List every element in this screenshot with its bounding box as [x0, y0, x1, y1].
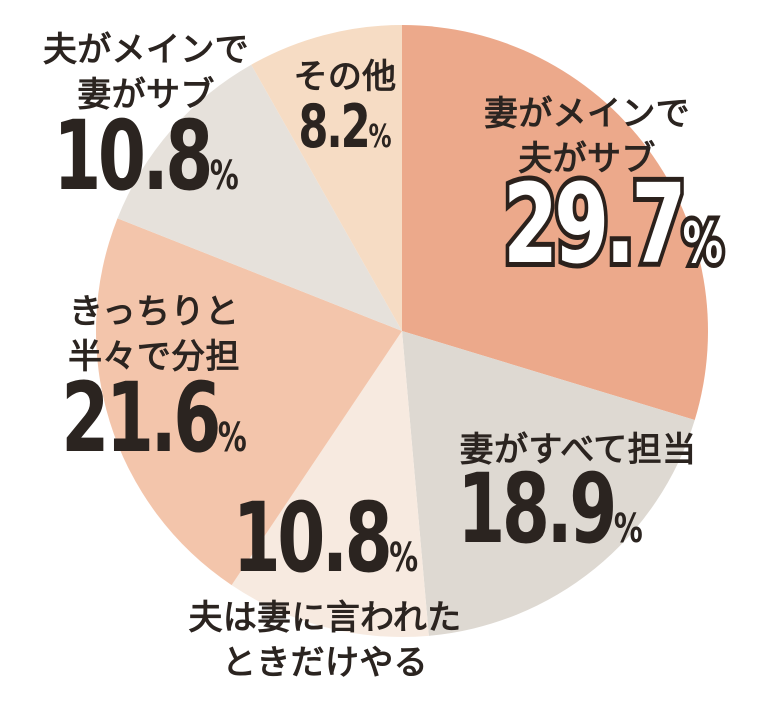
slice-label-text: 妻がサブ — [77, 75, 215, 115]
pie-slice-5 — [251, 25, 402, 331]
pie-slice-1 — [402, 331, 695, 636]
pie-slice-4 — [117, 64, 403, 331]
slice-label-husband-main: 夫がメインで 妻がサブ 10.8% — [17, 28, 275, 224]
pie-slice-0 — [402, 25, 708, 421]
slice-value: 18.9% — [457, 453, 643, 565]
slice-value: 8.2% — [298, 92, 392, 162]
slice-label-wife-main: 妻がメインで 夫がサブ 29.7% 29.7% — [434, 92, 740, 300]
slice-label-fifty-fifty: きっちりと 半々で分担 21.6% — [25, 290, 283, 486]
slice-label-text: 妻がメインで — [483, 94, 691, 134]
slice-label-text: 夫がメインで — [42, 30, 250, 70]
slice-value-outline: 29.7% — [499, 160, 726, 288]
pie-slice-3 — [96, 218, 402, 586]
slice-label-husband-told: 10.8% 夫は妻に言われた ときだけやる — [188, 490, 461, 686]
slice-value: 10.8% — [232, 482, 418, 594]
slice-label-text: 妻がすべて担当 — [459, 430, 697, 470]
slice-label-text: 夫は妻に言われた — [188, 598, 462, 638]
slice-value-outlined: 29.7% 29.7% — [499, 160, 726, 300]
slice-value: 10.8% — [53, 100, 239, 212]
slice-value-fill: 29.7% — [503, 160, 723, 288]
slice-label-text: きっちりと — [68, 292, 240, 332]
slice-label-text: その他 — [293, 57, 397, 97]
slice-label-other: その他 8.2% — [280, 55, 409, 167]
slice-label-text: 半々で分担 — [68, 337, 240, 377]
slice-value: 21.6% — [61, 362, 247, 474]
slice-label-text: ときだけやる — [221, 643, 429, 683]
slice-label-text: 夫がサブ — [518, 139, 656, 179]
slice-label-wife-all: 妻がすべて担当 18.9% — [449, 428, 707, 577]
pie-slice-2 — [231, 331, 429, 638]
